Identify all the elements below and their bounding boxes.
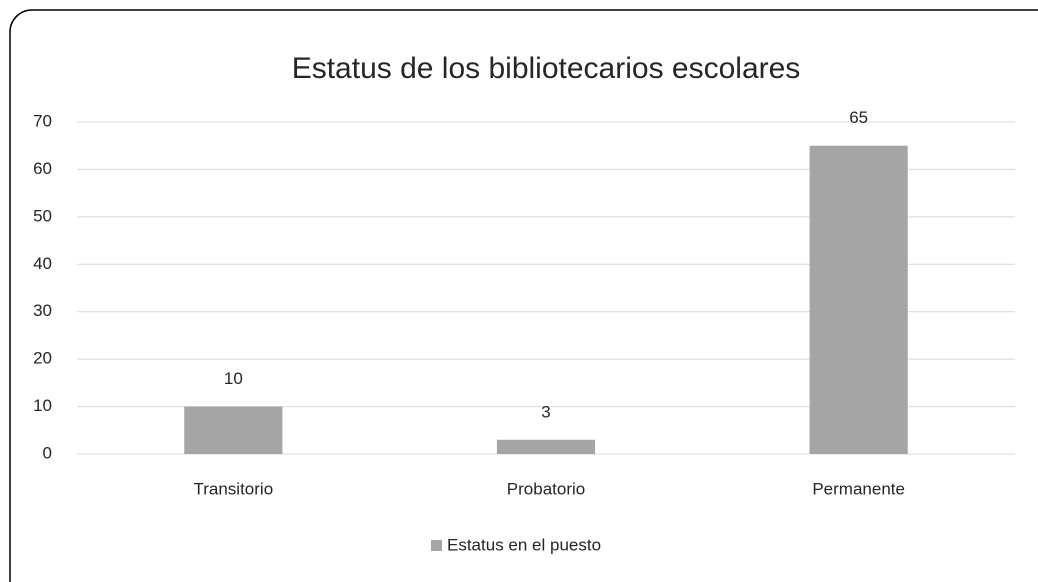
- bar: [809, 145, 908, 454]
- y-tick-label: 60: [33, 159, 52, 178]
- y-tick-label: 10: [33, 396, 52, 415]
- bar: [496, 439, 596, 454]
- y-tick-label: 50: [33, 206, 52, 225]
- x-tick-label: Transitorio: [193, 479, 273, 498]
- y-tick-label: 70: [33, 111, 52, 130]
- data-label: 65: [849, 108, 868, 127]
- x-tick-label: Permanente: [812, 479, 905, 498]
- y-tick-label: 30: [33, 301, 52, 320]
- data-label: 10: [224, 369, 243, 388]
- bar: [184, 406, 283, 454]
- data-label: 3: [541, 402, 550, 421]
- y-tick-label: 0: [43, 443, 52, 462]
- y-tick-label: 20: [33, 349, 52, 368]
- x-tick-label: Probatorio: [507, 479, 585, 498]
- chart-title: Estatus de los bibliotecarios escolares: [292, 52, 801, 85]
- legend-label: Estatus en el puesto: [447, 535, 601, 554]
- legend-swatch: [431, 540, 442, 551]
- y-tick-label: 40: [33, 254, 52, 273]
